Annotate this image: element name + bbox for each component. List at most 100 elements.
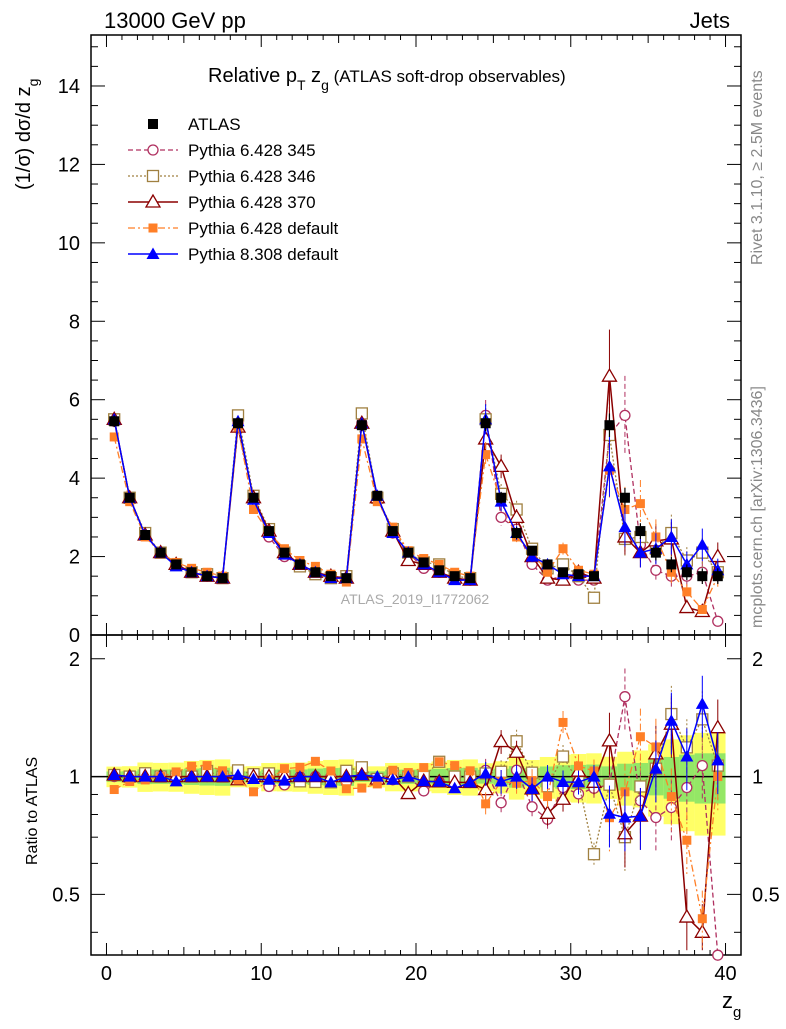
ratio-point-p345 [619, 691, 631, 703]
data-point [666, 559, 677, 570]
y-tick-label: 6 [69, 390, 80, 412]
ratio-point-p8def [510, 770, 524, 782]
data-point [171, 559, 182, 570]
ratio-point-p6def [434, 757, 444, 767]
y-tick-label: 2 [69, 547, 80, 569]
point-p8def [664, 530, 678, 542]
x-tick-label: 20 [405, 963, 427, 985]
ratio-point-p8def [262, 773, 276, 785]
data-point [356, 420, 367, 431]
ylabel-ratio: Ratio to ATLAS [24, 757, 41, 865]
ratio-point-p8def [216, 770, 230, 782]
ratio-point-p6def [543, 792, 553, 802]
ratio-y-tick-label: 2 [69, 649, 80, 671]
ratio-point-p370 [554, 790, 572, 805]
ratio-point-p8def [138, 770, 152, 782]
ratio-point-p345 [526, 801, 538, 813]
point-p8def [633, 546, 647, 558]
point-p370 [539, 569, 556, 584]
point-p345 [650, 564, 662, 576]
series-line-p8def [113, 419, 719, 581]
ratio-point-p8def [649, 762, 663, 774]
ratio-point-p8def [308, 770, 322, 782]
beam-label: 13000 GeV pp [104, 8, 246, 33]
ratio-point-p8def [247, 772, 260, 785]
ratio-point-p346 [556, 750, 570, 763]
data-point [217, 573, 228, 584]
xlabel: zg [722, 988, 741, 1021]
point-p6def [357, 434, 367, 444]
ratio-point-p8def [633, 809, 647, 822]
xlabel-main: z [722, 988, 733, 1013]
data-point [650, 547, 661, 558]
data-point [527, 545, 538, 556]
point-p345 [619, 409, 631, 422]
legend: ATLAS Pythia 6.428 345 Pythia 6.428 346 Pyt… [128, 115, 339, 264]
data-point [635, 526, 646, 537]
point-p6def [635, 499, 645, 509]
x-tick-label: 10 [250, 963, 272, 985]
point-p6def [682, 587, 692, 597]
data-point [387, 526, 398, 537]
data-point [542, 559, 553, 570]
ylabel-top-main: (1/σ) dσ/d z [13, 86, 35, 190]
y-tick-label: 8 [69, 311, 80, 333]
ratio-point-p8def [169, 774, 183, 787]
data-point [449, 571, 460, 582]
legend-label-p346: Pythia 6.428 346 [188, 167, 316, 186]
ratio-point-p8def [200, 770, 214, 782]
ratio-point-p6def [202, 761, 212, 771]
legend-marker-p370 [144, 193, 162, 208]
x-tick-label: 40 [714, 963, 736, 985]
point-p8def [525, 550, 539, 562]
ratio-point-p8def [541, 770, 555, 782]
ratio-point-p370 [400, 785, 417, 800]
ratio-y-tick-label-right: 1 [752, 767, 763, 789]
point-p6def [481, 450, 491, 460]
data-point [140, 530, 151, 540]
point-p6def [372, 497, 382, 507]
ratio-point-p370 [709, 719, 726, 734]
series-line-p6def [113, 427, 719, 611]
data-point [558, 567, 569, 578]
ratio-point-p6def [558, 717, 568, 727]
ratio-y-tick-label: 1 [69, 767, 80, 789]
ratio-point-p8def [479, 766, 493, 779]
data-point [325, 571, 336, 582]
data-point [697, 571, 708, 582]
ratio-point-p345 [495, 797, 507, 809]
ratio-point-p6def [574, 761, 583, 771]
ratio-point-p8def [695, 697, 709, 709]
x-tick-label: 0 [101, 963, 112, 985]
rivet-label: Rivet 3.1.10, ≥ 2.5M events [749, 70, 766, 265]
ratio-y-tick-label-right: 2 [752, 649, 763, 671]
data-point [294, 559, 305, 570]
ratio-point-p8def [386, 773, 400, 785]
point-p8def [680, 557, 694, 570]
data-point [233, 418, 244, 429]
data-point [465, 573, 476, 584]
plot-title: Relative pT zg (ATLAS soft-drop observab… [208, 65, 566, 93]
ratio-point-p345 [696, 759, 708, 772]
ratio-point-p6def [310, 756, 320, 766]
ratio-point-p346 [587, 848, 601, 861]
ratio-point-p8def [154, 770, 168, 782]
ratio-point-p370 [539, 805, 556, 819]
data-point [619, 492, 630, 503]
ratio-point-p370 [678, 908, 695, 923]
point-p6def [249, 505, 258, 515]
data-point [279, 547, 290, 558]
ratio-point-p6def [666, 792, 676, 802]
point-p6def [558, 544, 568, 554]
ratio-point-p8def [231, 768, 245, 780]
xlabel-sub: g [733, 1004, 741, 1021]
ratio-point-p6def [249, 787, 258, 797]
legend-marker-p345 [147, 144, 159, 156]
ratio-point-p370 [508, 743, 525, 758]
ratio-point-p8def [711, 753, 725, 766]
title-rest: (ATLAS soft-drop observables) [329, 67, 566, 86]
data-point [248, 492, 259, 503]
ratio-point-p345 [712, 949, 724, 961]
